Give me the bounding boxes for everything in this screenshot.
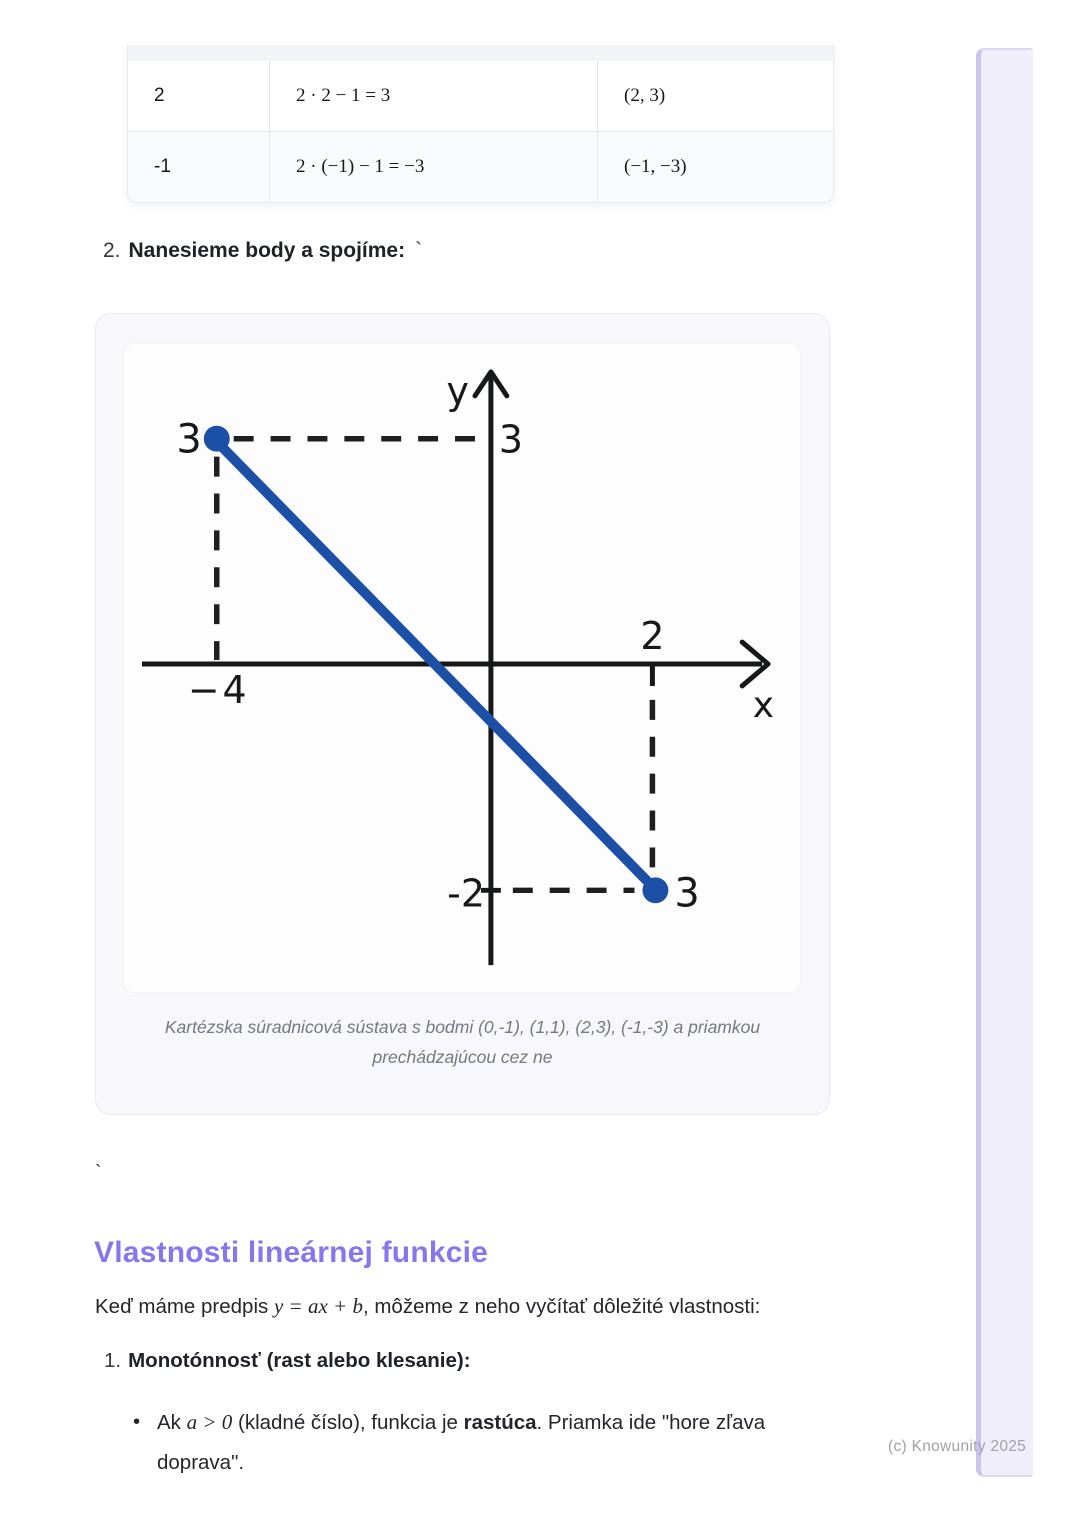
figure-caption: Kartézska súradnicová sústava s bodmi (0… bbox=[96, 1012, 829, 1072]
list-label: Monotónnosť (rast alebo klesanie): bbox=[128, 1349, 471, 1372]
cell-x: -1 bbox=[154, 156, 171, 177]
paragraph-text: Keď máme predpis bbox=[95, 1295, 274, 1318]
y-axis-tick-label-bottom: -2 bbox=[447, 871, 485, 915]
table-row: -1 2 · (−1) − 1 = −3 (−1, −3) bbox=[128, 131, 833, 202]
table-row-cutoff bbox=[128, 45, 833, 61]
list-number: 1. bbox=[104, 1349, 122, 1372]
cell-calculation: 2 · (−1) − 1 = −3 bbox=[269, 132, 597, 202]
section-heading: Vlastnosti lineárnej funkcie bbox=[94, 1236, 489, 1269]
figure-card: y x 3 3 −4 2 -2 3 Kartézska súradnicová … bbox=[95, 313, 830, 1115]
bullet-item: • Ak a > 0 (kladné číslo), funkcia je ra… bbox=[133, 1402, 781, 1483]
backtick-char: ` bbox=[415, 239, 423, 262]
graph-svg: y x 3 3 −4 2 -2 3 bbox=[141, 369, 774, 966]
x-axis-tick-label-right: 2 bbox=[640, 614, 664, 658]
bullet-text-mid: (kladné číslo), funkcia je bbox=[232, 1411, 464, 1434]
cell-x: 2 bbox=[154, 85, 165, 106]
numbered-list-item: 1. Monotónnosť (rast alebo klesanie): bbox=[104, 1349, 471, 1373]
point-a-value-label: 3 bbox=[176, 417, 201, 463]
point-b bbox=[642, 877, 669, 904]
point-b-value-label: 3 bbox=[674, 870, 699, 916]
x-axis-arrow-icon bbox=[739, 639, 771, 689]
figure-caption-line1: Kartézska súradnicová sústava s bodmi (0… bbox=[164, 1017, 761, 1037]
step-number: 2. bbox=[103, 239, 121, 262]
y-axis-arrow-icon bbox=[472, 369, 510, 399]
inline-math: a > 0 bbox=[186, 1410, 233, 1434]
paragraph-text: , môžeme z neho vyčítať dôležité vlastno… bbox=[362, 1295, 761, 1318]
step-heading: 2. Nanesieme body a spojíme: ` bbox=[103, 239, 422, 263]
y-axis-tick-label-top: 3 bbox=[499, 418, 523, 462]
intro-paragraph: Keď máme predpis y = ax + b, môžeme z ne… bbox=[95, 1294, 760, 1319]
bullet-icon: • bbox=[133, 1410, 141, 1433]
copyright-watermark: (c) Knowunity 2025 bbox=[888, 1438, 1027, 1455]
cell-point: (−1, −3) bbox=[597, 132, 833, 202]
step-label: Nanesieme body a spojíme: bbox=[128, 239, 406, 262]
cell-point: (2, 3) bbox=[597, 61, 833, 131]
inline-math: y = ax + b bbox=[273, 1294, 363, 1318]
bullet-text-pre: Ak bbox=[157, 1411, 187, 1434]
y-axis-label: y bbox=[447, 369, 469, 413]
bullet-text: Ak a > 0 (kladné číslo), funkcia je rast… bbox=[157, 1402, 781, 1483]
next-page-edge bbox=[976, 48, 1033, 1477]
point-a bbox=[203, 425, 230, 452]
cell-calculation: 2 · 2 − 1 = 3 bbox=[269, 61, 597, 131]
bullet-text-post: . Priamka ide "hore zľava doprava". bbox=[157, 1411, 766, 1474]
bullet-text-bold: rastúca bbox=[463, 1411, 537, 1434]
x-axis-tick-label-left: −4 bbox=[188, 668, 250, 712]
x-axis-label: x bbox=[753, 685, 774, 726]
values-table: 2 2 · 2 − 1 = 3 (2, 3) -1 2 · (−1) − 1 =… bbox=[127, 45, 834, 203]
plotted-line bbox=[217, 442, 656, 890]
table-row: 2 2 · 2 − 1 = 3 (2, 3) bbox=[128, 61, 833, 131]
backtick-char: ` bbox=[95, 1162, 102, 1184]
figure-caption-line2: prechádzajúcou cez ne bbox=[372, 1047, 553, 1067]
coordinate-graph: y x 3 3 −4 2 -2 3 bbox=[123, 343, 801, 993]
